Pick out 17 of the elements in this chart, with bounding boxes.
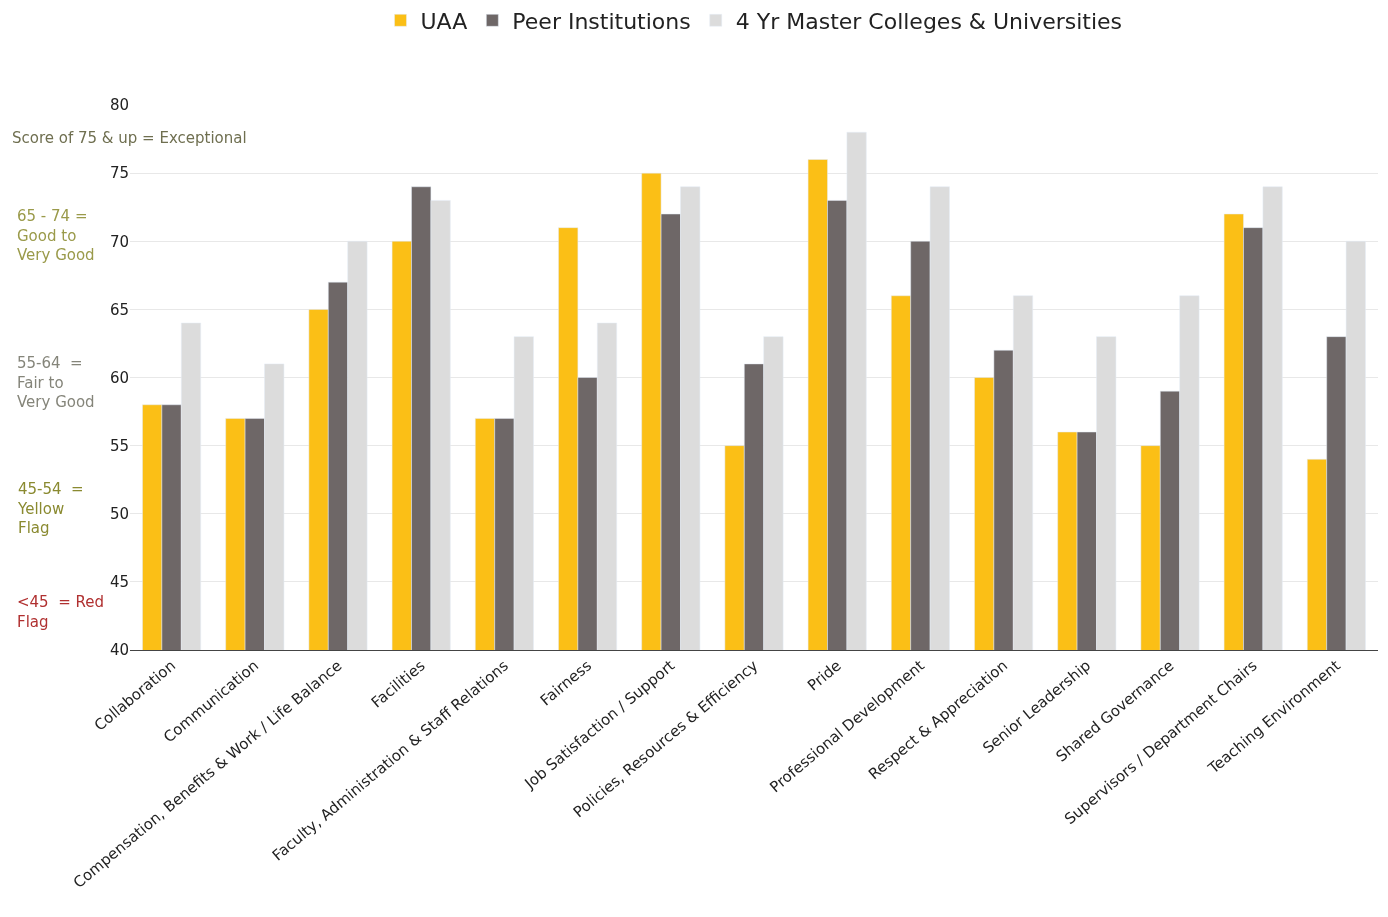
legend-label: UAA: [420, 8, 468, 34]
y-tick-label: 60: [109, 368, 129, 387]
text: 55-64 = Fair to Very Good: [17, 354, 95, 411]
annotation: Score of 75 & up = Exceptional: [12, 129, 247, 147]
y-tick-label: 45: [109, 573, 129, 592]
y-tick-label: 80: [109, 96, 129, 115]
text: 45-54 = Yellow Flag: [17, 480, 84, 537]
y-tick-label: 65: [109, 300, 129, 319]
y-tick-label: 55: [109, 436, 129, 455]
y-tick-label: 40: [109, 641, 129, 660]
legend-label: 4 Yr Master Colleges & Universities: [735, 8, 1123, 34]
y-tick-label: 75: [109, 164, 129, 183]
legend-label: Peer Institutions: [512, 8, 691, 34]
text: <45 = Red Flag: [17, 593, 105, 631]
y-tick-label: 50: [109, 505, 129, 523]
y-tick-label: 70: [109, 232, 129, 251]
text: 65 - 74 = Good to Very Good: [17, 207, 95, 264]
